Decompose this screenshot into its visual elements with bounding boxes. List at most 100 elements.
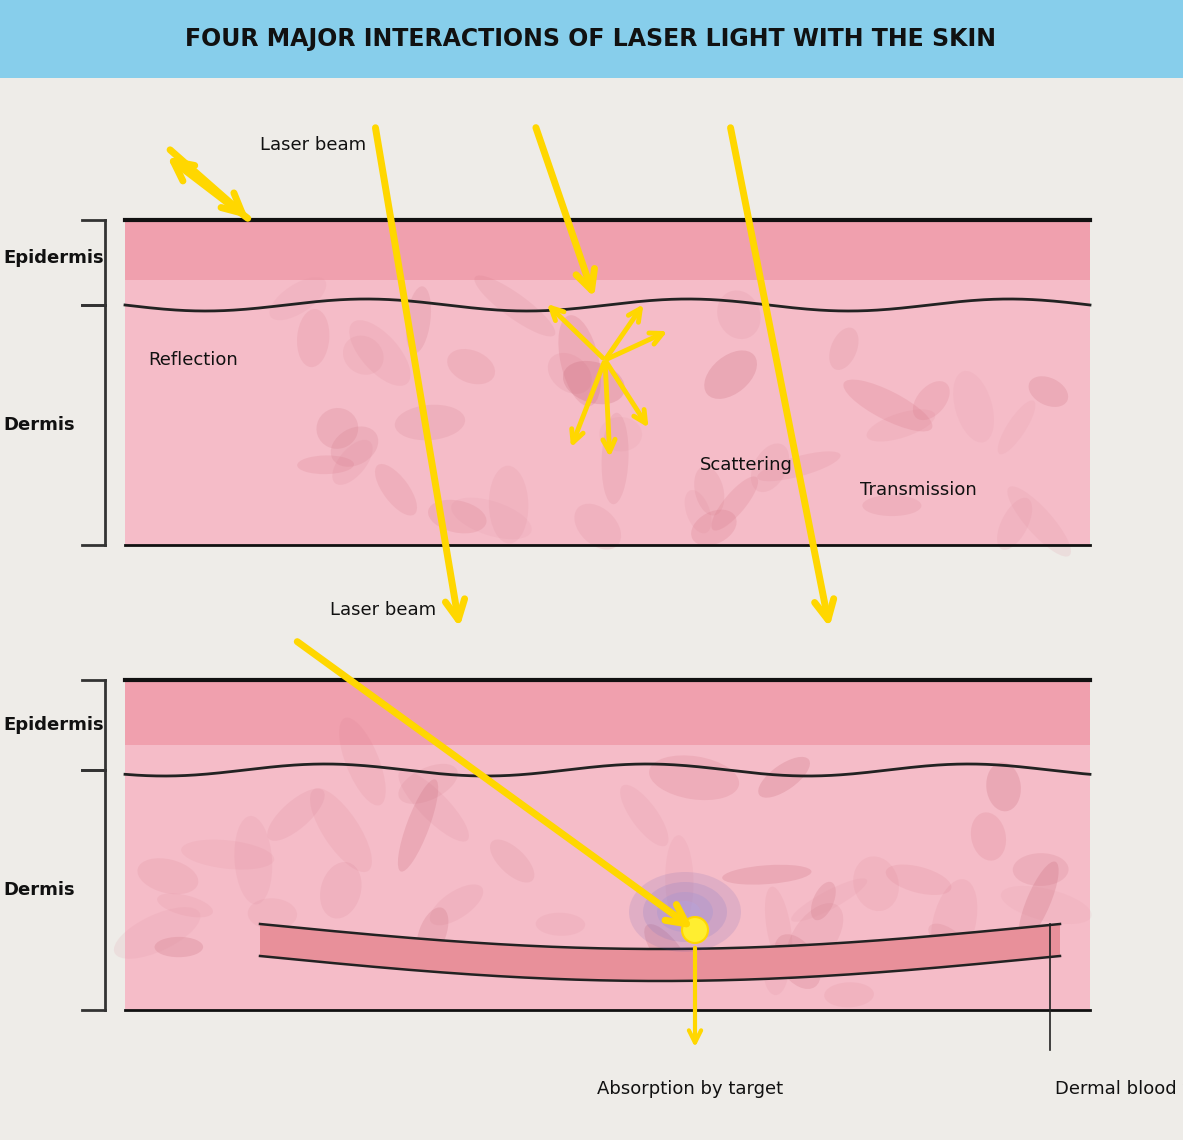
Ellipse shape xyxy=(649,756,739,800)
Ellipse shape xyxy=(867,409,936,441)
Ellipse shape xyxy=(644,882,728,942)
Circle shape xyxy=(683,917,707,943)
Ellipse shape xyxy=(428,499,486,534)
Ellipse shape xyxy=(913,381,950,421)
Text: Absorption by target: Absorption by target xyxy=(597,1080,783,1098)
Ellipse shape xyxy=(375,464,418,515)
Ellipse shape xyxy=(331,426,379,466)
Ellipse shape xyxy=(1013,853,1068,886)
Text: Laser beam: Laser beam xyxy=(330,601,437,619)
Ellipse shape xyxy=(657,891,713,933)
Ellipse shape xyxy=(114,907,200,959)
Ellipse shape xyxy=(775,934,821,990)
Bar xyxy=(125,679,1090,746)
Ellipse shape xyxy=(987,763,1021,812)
Ellipse shape xyxy=(862,495,922,516)
Ellipse shape xyxy=(691,510,737,546)
Text: Epidermis: Epidermis xyxy=(4,249,104,267)
Text: FOUR MAJOR INTERACTIONS OF LASER LIGHT WITH THE SKIN: FOUR MAJOR INTERACTIONS OF LASER LIGHT W… xyxy=(186,27,996,51)
Ellipse shape xyxy=(825,983,874,1008)
Ellipse shape xyxy=(399,764,458,804)
Text: Transmission: Transmission xyxy=(860,481,977,499)
Ellipse shape xyxy=(558,315,601,406)
Ellipse shape xyxy=(297,309,329,367)
Ellipse shape xyxy=(447,349,494,384)
Ellipse shape xyxy=(717,291,761,339)
Ellipse shape xyxy=(971,813,1006,861)
Ellipse shape xyxy=(416,907,448,959)
Ellipse shape xyxy=(181,840,274,870)
Ellipse shape xyxy=(490,839,535,882)
Ellipse shape xyxy=(694,466,724,515)
Ellipse shape xyxy=(1028,376,1068,407)
Ellipse shape xyxy=(397,780,438,872)
Bar xyxy=(125,220,1090,280)
Ellipse shape xyxy=(931,879,977,967)
Ellipse shape xyxy=(317,408,358,449)
Ellipse shape xyxy=(157,894,213,918)
Ellipse shape xyxy=(685,490,711,534)
Text: Laser beam: Laser beam xyxy=(260,136,366,154)
Ellipse shape xyxy=(620,784,668,846)
Ellipse shape xyxy=(321,862,362,919)
Ellipse shape xyxy=(886,864,951,895)
Text: Scattering: Scattering xyxy=(700,456,793,474)
Ellipse shape xyxy=(843,380,932,431)
Ellipse shape xyxy=(791,879,867,922)
Ellipse shape xyxy=(536,913,586,936)
Ellipse shape xyxy=(399,770,468,841)
Bar xyxy=(0,0,1183,78)
Text: Dermis: Dermis xyxy=(4,416,75,434)
Ellipse shape xyxy=(548,353,592,394)
Ellipse shape xyxy=(332,440,373,484)
Ellipse shape xyxy=(1008,487,1071,556)
Ellipse shape xyxy=(474,276,555,336)
Ellipse shape xyxy=(563,361,625,405)
Ellipse shape xyxy=(406,286,431,353)
Text: Dermis: Dermis xyxy=(4,881,75,899)
Ellipse shape xyxy=(575,504,621,549)
Ellipse shape xyxy=(600,417,642,451)
Ellipse shape xyxy=(234,816,272,904)
Bar xyxy=(125,280,1090,545)
Ellipse shape xyxy=(310,788,371,872)
Ellipse shape xyxy=(395,405,465,440)
Ellipse shape xyxy=(757,451,841,481)
Ellipse shape xyxy=(629,872,741,952)
Ellipse shape xyxy=(297,456,354,474)
Ellipse shape xyxy=(451,498,531,539)
Ellipse shape xyxy=(997,400,1035,455)
Ellipse shape xyxy=(665,836,693,927)
Ellipse shape xyxy=(929,923,967,954)
Ellipse shape xyxy=(343,335,383,375)
Ellipse shape xyxy=(489,466,529,544)
Text: Dermal blood vessel: Dermal blood vessel xyxy=(1055,1080,1183,1098)
Ellipse shape xyxy=(953,370,994,442)
Ellipse shape xyxy=(155,937,203,958)
Ellipse shape xyxy=(645,925,691,982)
Ellipse shape xyxy=(1001,886,1092,925)
Text: Reflection: Reflection xyxy=(148,351,238,369)
Ellipse shape xyxy=(704,350,757,399)
Ellipse shape xyxy=(765,887,793,969)
Ellipse shape xyxy=(812,881,835,920)
Ellipse shape xyxy=(429,885,483,926)
Bar xyxy=(125,746,1090,1010)
Ellipse shape xyxy=(602,413,628,504)
Ellipse shape xyxy=(670,901,700,923)
Ellipse shape xyxy=(1019,862,1059,942)
Ellipse shape xyxy=(853,856,899,911)
Ellipse shape xyxy=(267,789,324,841)
Ellipse shape xyxy=(997,498,1032,549)
Text: Epidermis: Epidermis xyxy=(4,716,104,734)
Ellipse shape xyxy=(751,443,789,492)
Ellipse shape xyxy=(340,717,386,806)
Ellipse shape xyxy=(247,898,297,929)
Ellipse shape xyxy=(763,943,789,995)
Ellipse shape xyxy=(829,327,859,370)
Ellipse shape xyxy=(270,277,327,320)
Polygon shape xyxy=(260,925,1060,982)
Ellipse shape xyxy=(722,865,812,885)
Ellipse shape xyxy=(787,903,843,970)
Ellipse shape xyxy=(349,320,411,385)
